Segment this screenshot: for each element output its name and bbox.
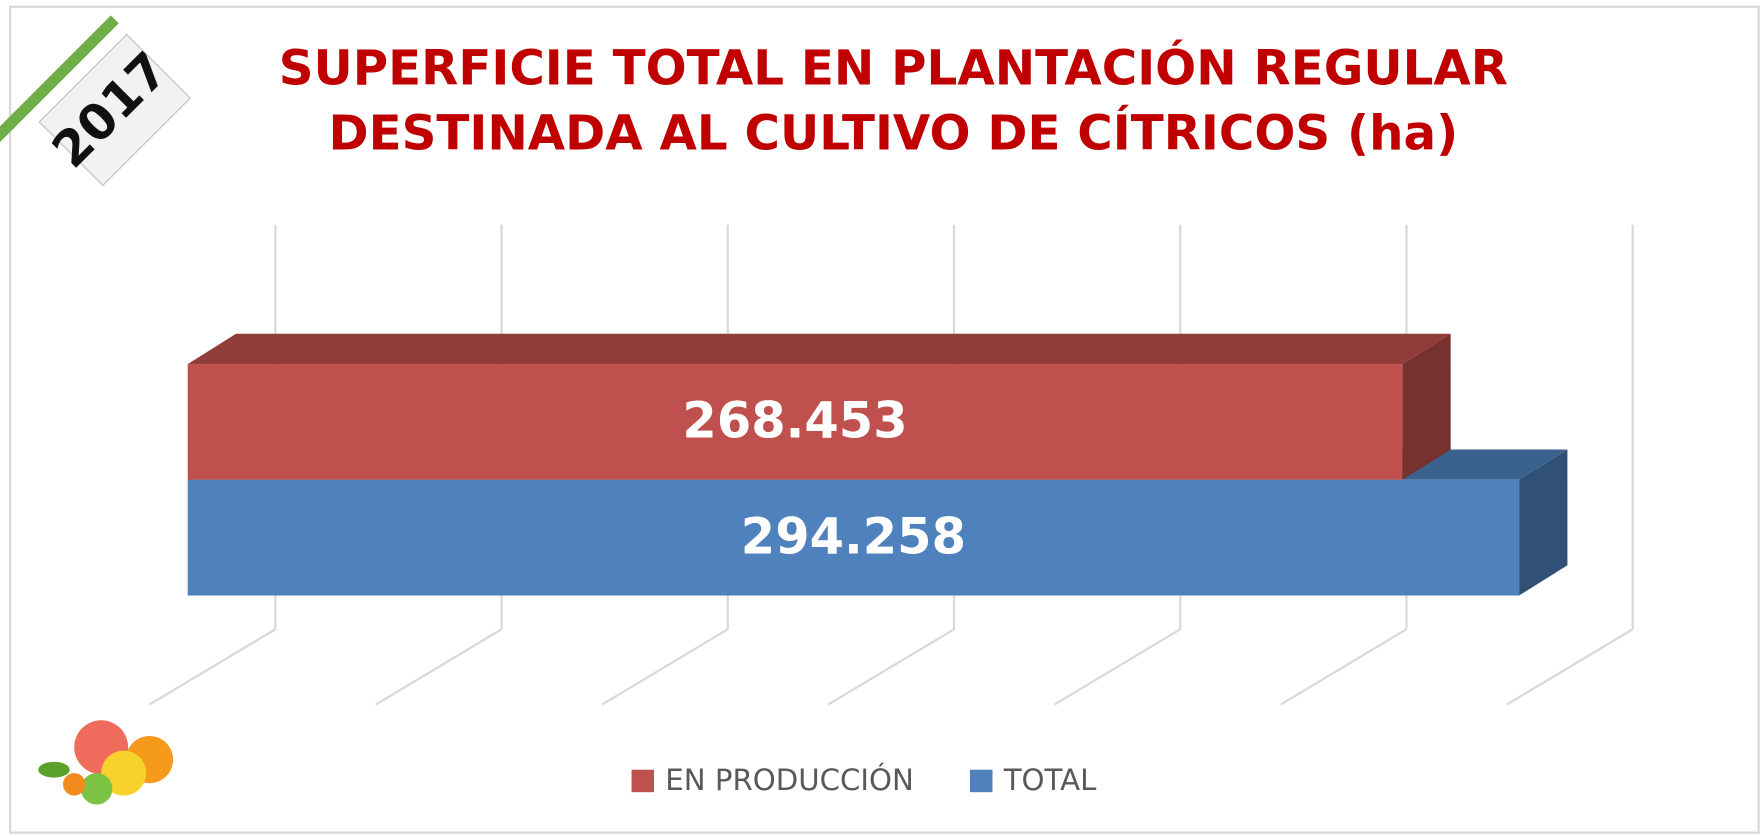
lime (81, 773, 112, 804)
chart: SUPERFICIE TOTAL EN PLANTACIÓN REGULAR D… (0, 0, 1762, 836)
leaf (38, 762, 69, 778)
legend-swatch (632, 770, 654, 792)
kumquat (63, 773, 85, 795)
value-label: 268.453 (682, 392, 907, 450)
legend-swatch (970, 770, 992, 792)
chart-title: SUPERFICIE TOTAL EN PLANTACIÓN REGULAR D… (219, 36, 1567, 166)
page: SUPERFICIE TOTAL EN PLANTACIÓN REGULAR D… (0, 0, 1762, 836)
value-label: 294.258 (741, 507, 966, 565)
legend-label: TOTAL (1003, 763, 1097, 797)
title-box: SUPERFICIE TOTAL EN PLANTACIÓN REGULAR D… (219, 36, 1567, 182)
bar-top (188, 334, 1451, 364)
legend-label: EN PRODUCCIÓN (665, 763, 914, 797)
